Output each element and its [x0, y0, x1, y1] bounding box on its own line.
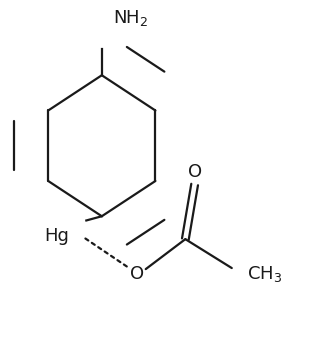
Text: Hg: Hg: [44, 227, 69, 245]
Text: NH$_2$: NH$_2$: [113, 8, 148, 28]
Text: O: O: [130, 265, 145, 283]
Text: O: O: [187, 163, 202, 181]
Text: CH$_3$: CH$_3$: [247, 264, 283, 284]
